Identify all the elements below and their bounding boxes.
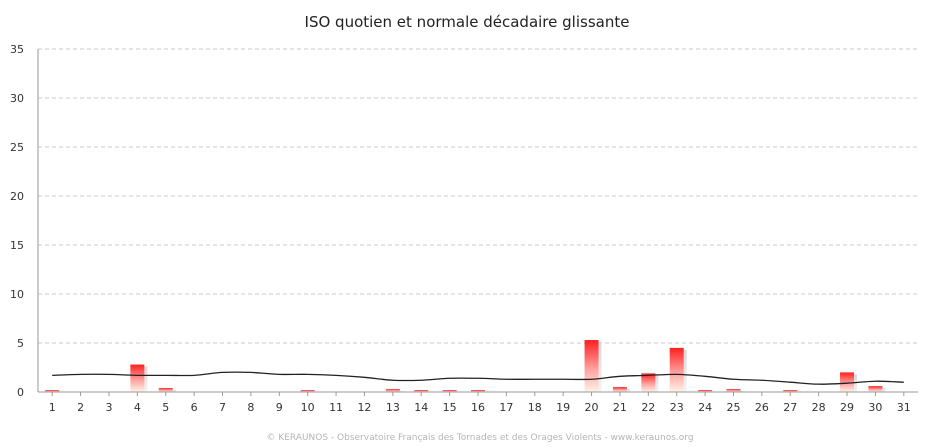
x-axis-ticks: 1 2 3 4 5 6 7 8 9 10 11 12 13 14 15 16 17 18 19 20 21 22 23 24 2… — [49, 392, 911, 414]
x-tick-label: 5 — [162, 401, 169, 414]
bar — [414, 390, 429, 392]
bar — [840, 372, 855, 392]
gridlines — [38, 48, 918, 344]
bars — [45, 340, 883, 392]
x-tick-label: 31 — [897, 401, 911, 414]
bar — [385, 389, 400, 392]
y-tick-label: 25 — [10, 141, 24, 154]
x-tick-label: 21 — [613, 401, 627, 414]
x-tick-label: 26 — [755, 401, 769, 414]
x-tick-label: 10 — [301, 401, 315, 414]
bar — [158, 388, 173, 392]
x-tick-label: 30 — [868, 401, 882, 414]
bar — [471, 390, 485, 392]
bar — [669, 347, 684, 392]
x-tick-label: 24 — [698, 401, 712, 414]
x-tick-label: 18 — [528, 401, 542, 414]
bar — [442, 390, 457, 392]
x-tick-label: 16 — [471, 401, 485, 414]
x-tick-label: 9 — [276, 401, 283, 414]
x-tick-label: 11 — [329, 401, 343, 414]
x-tick-label: 2 — [77, 401, 84, 414]
x-tick-label: 17 — [499, 401, 513, 414]
bar — [726, 389, 741, 392]
x-tick-label: 20 — [585, 401, 599, 414]
bar — [612, 387, 627, 392]
bar — [584, 340, 599, 392]
bar — [641, 373, 656, 392]
x-tick-label: 29 — [840, 401, 854, 414]
y-axis-ticks: 0 5 10 15 20 25 30 35 — [10, 43, 24, 399]
y-tick-label: 35 — [10, 43, 24, 56]
x-tick-label: 4 — [134, 401, 141, 414]
x-tick-label: 13 — [386, 401, 400, 414]
x-tick-label: 3 — [105, 401, 112, 414]
y-tick-label: 30 — [10, 92, 24, 105]
x-tick-label: 6 — [191, 401, 198, 414]
x-tick-label: 25 — [726, 401, 740, 414]
y-tick-label: 10 — [10, 288, 24, 301]
x-tick-label: 15 — [443, 401, 457, 414]
bar — [783, 390, 798, 392]
x-tick-label: 23 — [670, 401, 684, 414]
y-tick-label: 0 — [17, 386, 24, 399]
x-tick-label: 14 — [414, 401, 428, 414]
x-tick-label: 19 — [556, 401, 570, 414]
bar — [868, 386, 883, 392]
y-tick-label: 20 — [10, 190, 24, 203]
x-tick-label: 28 — [812, 401, 826, 414]
x-tick-label: 27 — [783, 401, 797, 414]
y-tick-label: 5 — [17, 337, 24, 350]
bar — [300, 390, 315, 392]
credit-text: © KERAUNOS - Observatoire Français des T… — [266, 433, 693, 443]
x-tick-label: 1 — [49, 401, 56, 414]
normal-line — [52, 371, 904, 385]
bar — [698, 390, 713, 392]
x-tick-label: 12 — [357, 401, 371, 414]
chart-title: ISO quotien et normale décadaire glissan… — [305, 13, 630, 31]
x-tick-label: 8 — [247, 401, 254, 414]
bar — [130, 364, 145, 392]
x-tick-label: 7 — [219, 401, 226, 414]
y-tick-label: 15 — [10, 239, 24, 252]
bar — [45, 390, 60, 392]
bar-shadows — [133, 342, 886, 392]
x-tick-label: 22 — [641, 401, 655, 414]
